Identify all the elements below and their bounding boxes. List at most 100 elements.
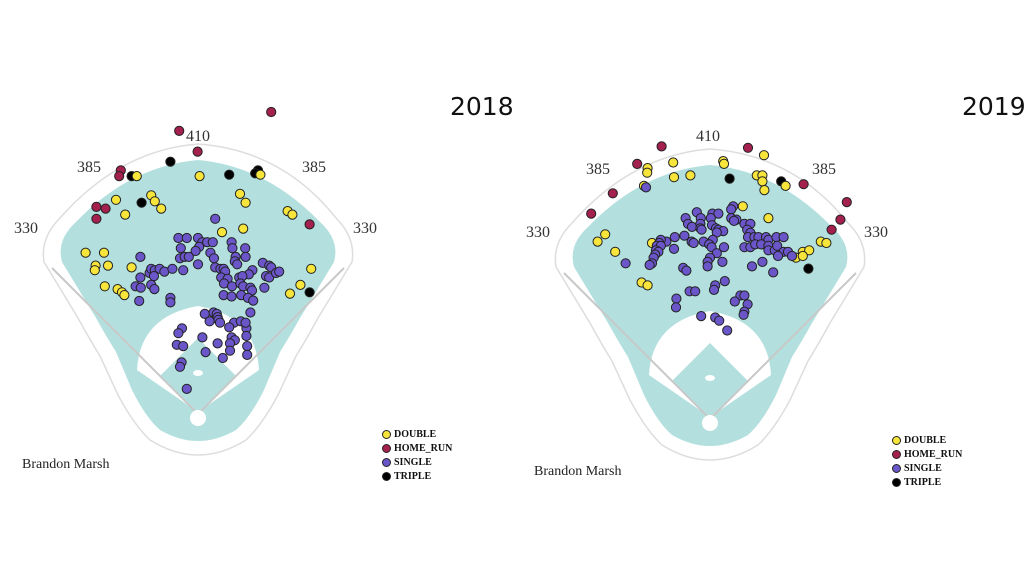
- hit-point-single: [248, 295, 259, 306]
- hit-point-single: [217, 352, 228, 364]
- hit-point-single: [148, 271, 160, 282]
- hit-point-single: [738, 309, 749, 320]
- legend-label: HOME_RUN: [904, 448, 963, 460]
- distance-label-rf: 330: [864, 224, 888, 241]
- legend-label: HOME_RUN: [394, 442, 453, 454]
- hit-points: [586, 141, 852, 336]
- hit-point-double: [110, 194, 122, 205]
- hit-point-single: [669, 232, 680, 243]
- hit-point-double: [149, 196, 160, 207]
- distance-label-lcf: 385: [586, 161, 610, 178]
- hit-point-single: [212, 338, 223, 349]
- hit-point-double: [287, 209, 298, 220]
- hit-point-single: [681, 265, 692, 276]
- legend-item-single: SINGLE: [892, 461, 962, 475]
- hit-point-single: [259, 282, 270, 293]
- hit-point-single: [181, 383, 192, 394]
- hit-point-single: [719, 276, 730, 287]
- hit-point-home-run: [304, 219, 315, 230]
- legend-item-home-run: HOME_RUN: [382, 441, 452, 455]
- hit-point-single: [778, 232, 789, 243]
- hit-point-double: [592, 236, 603, 247]
- hit-point-double: [718, 158, 730, 169]
- hit-point-single: [178, 341, 189, 352]
- hit-point-double: [758, 150, 770, 161]
- hit-point-single: [134, 295, 145, 307]
- legend-item-double: DOUBLE: [892, 433, 962, 447]
- hit-point-home-run: [841, 197, 852, 208]
- hit-point-single: [668, 243, 680, 254]
- hit-point-double: [610, 246, 621, 257]
- legend-item-single: SINGLE: [382, 455, 452, 469]
- hit-point-double: [99, 281, 110, 292]
- hit-point-triple: [136, 197, 147, 208]
- distance-label-cf: 410: [696, 128, 720, 145]
- distance-label-lf: 330: [526, 224, 550, 241]
- hit-point-single: [240, 317, 251, 328]
- hit-point-single: [679, 230, 690, 241]
- hit-point-home-run: [826, 224, 837, 235]
- hit-point-triple: [803, 263, 814, 274]
- hit-point-single: [190, 245, 201, 257]
- field-shapes: [42, 143, 354, 456]
- hit-point-single: [242, 349, 253, 360]
- triple-marker-icon: [382, 471, 391, 481]
- legend-label: TRIPLE: [904, 476, 942, 488]
- hit-point-single: [224, 322, 235, 333]
- double-marker-icon: [892, 435, 901, 445]
- hit-point-single: [696, 224, 707, 235]
- hit-point-single: [192, 259, 204, 270]
- hit-point-single: [183, 251, 194, 262]
- player-name: Brandon Marsh: [22, 457, 110, 472]
- legend-label: SINGLE: [904, 462, 942, 474]
- hit-point-single: [690, 286, 701, 297]
- hit-point-single: [739, 290, 750, 301]
- home-plate-area: [190, 410, 206, 426]
- hit-point-single: [226, 291, 237, 302]
- hit-point-double: [120, 209, 131, 220]
- legend-label: TRIPLE: [394, 470, 432, 482]
- hit-point-home-run: [192, 146, 203, 157]
- triple-marker-icon: [892, 477, 901, 487]
- spray-chart-2018: 2018 330 385 410 385 330 Brandon Marsh D…: [14, 92, 514, 483]
- hit-point-single: [175, 243, 186, 254]
- hit-point-single: [786, 250, 798, 262]
- legend: DOUBLE HOME_RUN SINGLE TRIPLE: [382, 427, 452, 483]
- hit-point-single: [207, 237, 218, 248]
- hit-point-single: [204, 316, 215, 327]
- field-diagram: 330 385 410 385 330: [14, 106, 377, 456]
- hit-point-double: [804, 245, 815, 256]
- hit-point-single: [708, 284, 720, 295]
- hit-point-double: [240, 197, 251, 208]
- hit-point-single: [640, 182, 652, 193]
- hit-point-double: [102, 260, 114, 271]
- hit-point-single: [726, 204, 737, 215]
- legend-item-triple: TRIPLE: [382, 469, 452, 483]
- hit-point-single: [768, 267, 779, 278]
- distance-label-cf: 410: [186, 128, 210, 145]
- hit-point-home-run: [632, 158, 643, 169]
- hit-point-single: [274, 266, 285, 277]
- hit-point-double: [238, 223, 249, 234]
- hit-point-single: [214, 317, 226, 328]
- hit-point-single: [729, 296, 740, 307]
- hit-point-single: [696, 311, 707, 322]
- home-plate-area: [702, 415, 718, 431]
- hit-point-double: [89, 265, 100, 276]
- hit-point-single: [644, 259, 655, 271]
- hit-point-double: [194, 171, 205, 182]
- hit-point-single: [713, 208, 724, 219]
- hit-point-single: [197, 332, 208, 343]
- distance-label-rcf: 385: [302, 159, 326, 176]
- hit-point-single: [173, 328, 184, 339]
- hit-point-single: [232, 259, 243, 270]
- chart-title: 2019: [962, 92, 1024, 121]
- single-marker-icon: [892, 463, 901, 473]
- hit-point-single: [135, 272, 146, 283]
- hit-point-single: [135, 282, 146, 293]
- hit-point-double: [284, 288, 296, 299]
- hit-point-single: [702, 261, 713, 272]
- hit-point-double: [600, 229, 611, 240]
- hit-point-double: [780, 180, 791, 191]
- legend-label: SINGLE: [394, 456, 432, 468]
